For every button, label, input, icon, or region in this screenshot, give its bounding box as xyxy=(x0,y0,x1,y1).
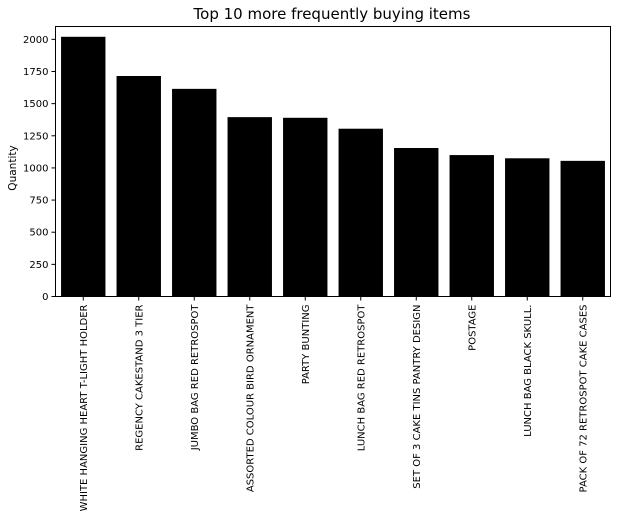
y-tick-label: 250 xyxy=(29,260,48,271)
bar-1 xyxy=(61,36,106,297)
y-tick-label: 1750 xyxy=(23,67,48,78)
y-tick-label: 750 xyxy=(29,196,48,207)
y-axis-label: Quantity xyxy=(7,145,19,190)
x-tick-label: ASSORTED COLOUR BIRD ORNAMENT xyxy=(245,304,256,493)
x-tick-label: LUNCH BAG RED RETROSPOT xyxy=(356,304,367,452)
x-tick-label: PACK OF 72 RETROSPOT CAKE CASES xyxy=(578,305,589,493)
bar-3 xyxy=(172,88,217,297)
bar-4 xyxy=(227,117,272,297)
y-tick-label: 500 xyxy=(29,228,48,239)
x-tick-label: WHITE HANGING HEART T-LIGHT HOLDER xyxy=(79,304,90,511)
bar-8 xyxy=(449,155,494,297)
y-axis-ticks: 0 250 500 750 1000 1250 1500 1750 2000 xyxy=(23,35,56,303)
bar-9 xyxy=(505,158,550,297)
bar-6 xyxy=(338,128,383,297)
bar-5 xyxy=(283,117,328,297)
bar-2 xyxy=(116,76,161,297)
chart-title: Top 10 more frequently buying items xyxy=(193,5,471,23)
y-tick-label: 0 xyxy=(42,292,48,303)
bar-7 xyxy=(394,148,439,297)
y-tick-label: 1250 xyxy=(23,131,48,142)
bar-10 xyxy=(560,160,605,297)
x-tick-label: POSTAGE xyxy=(467,305,478,351)
x-tick-label: REGENCY CAKESTAND 3 TIER xyxy=(134,304,145,450)
x-tick-label: LUNCH BAG BLACK SKULL. xyxy=(523,305,534,437)
x-axis-ticks: WHITE HANGING HEART T-LIGHT HOLDER REGENC… xyxy=(79,296,589,511)
x-tick-label: SET OF 3 CAKE TINS PANTRY DESIGN xyxy=(412,305,423,489)
y-tick-label: 2000 xyxy=(23,35,48,46)
y-tick-label: 1000 xyxy=(23,163,48,174)
plot-frame xyxy=(55,26,611,297)
x-tick-label: PARTY BUNTING xyxy=(301,305,312,385)
bars-group xyxy=(61,36,605,297)
y-tick-label: 1500 xyxy=(23,99,48,110)
x-tick-label: JUMBO BAG RED RETROSPOT xyxy=(190,304,201,452)
